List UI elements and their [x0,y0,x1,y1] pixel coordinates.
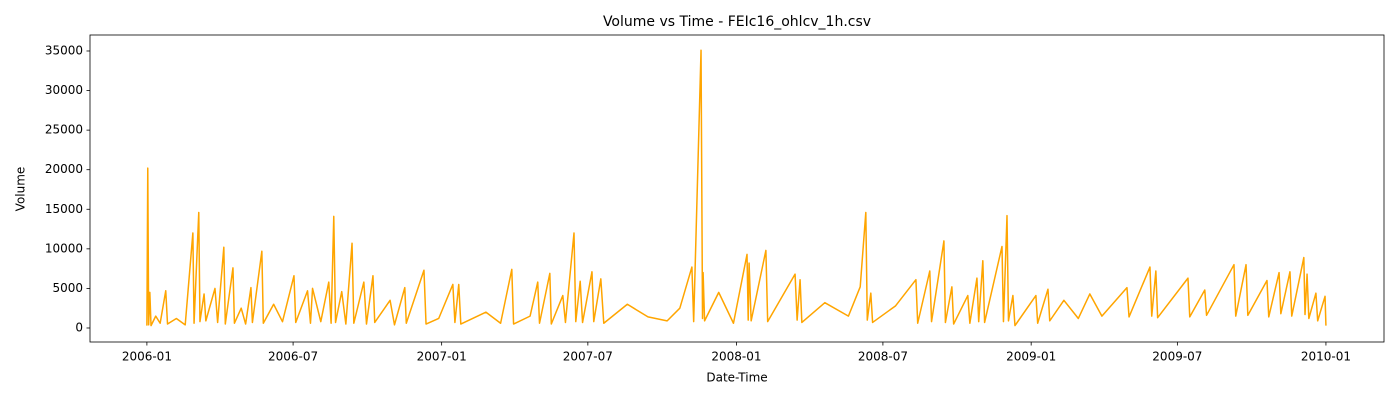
volume-line [146,49,1327,327]
x-tick-label: 2009-07 [1152,350,1202,364]
y-tick-label: 10000 [45,241,83,255]
y-tick-label: 15000 [45,202,83,216]
chart-title: Volume vs Time - FEIc16_ohlcv_1h.csv [603,14,871,30]
x-tick-label: 2007-01 [417,350,467,364]
x-tick-label: 2009-01 [1006,350,1056,364]
x-tick-label: 2006-01 [122,350,172,364]
y-tick-label: 30000 [45,83,83,97]
y-axis-label: Volume [14,167,28,212]
y-tick-label: 20000 [45,162,83,176]
y-tick-label: 35000 [45,43,83,57]
x-axis-label: Date-Time [706,371,767,385]
x-tick-label: 2010-01 [1301,350,1351,364]
x-tick-label: 2008-01 [711,350,761,364]
x-tick-label: 2007-07 [563,350,613,364]
y-tick-label: 5000 [52,281,83,295]
axes-frame [89,34,1385,343]
x-tick-label: 2008-07 [858,350,908,364]
y-tick-label: 25000 [45,123,83,137]
x-tick-label: 2006-07 [268,350,318,364]
y-tick-label: 0 [75,320,83,334]
